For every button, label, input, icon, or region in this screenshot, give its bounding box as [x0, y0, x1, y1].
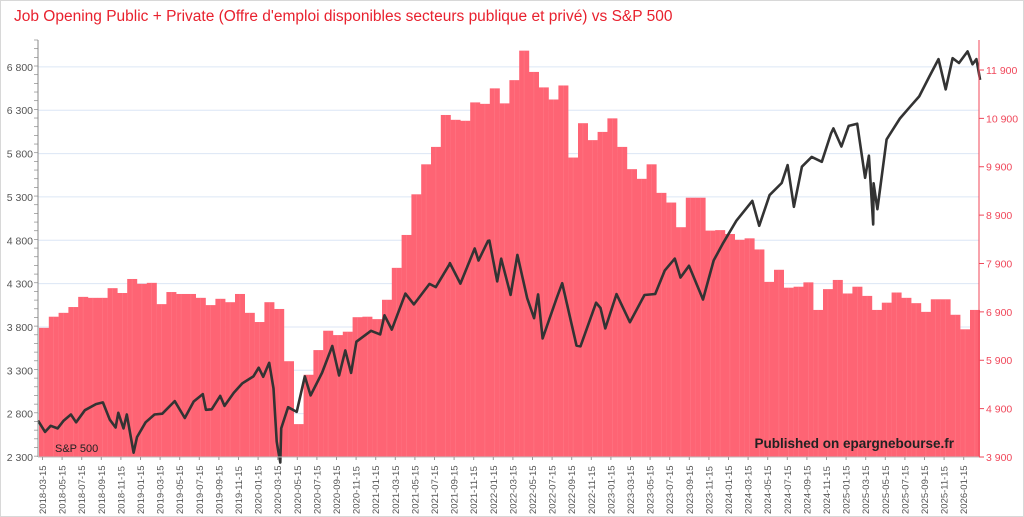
x-tick-label: 2019-01-15 — [136, 465, 147, 514]
right-tick-label: 11 900 — [986, 65, 1017, 77]
x-tick-label: 2022-09-15 — [567, 465, 578, 514]
x-tick-label: 2018-05-15 — [58, 465, 69, 514]
x-tick-label: 2020-11-15 — [352, 466, 363, 514]
x-tick-label: 2022-11-15 — [587, 466, 598, 514]
x-tick-label: 2024-05-15 — [763, 465, 774, 514]
x-tick-label: 2021-09-15 — [450, 465, 461, 514]
x-tick-label: 2024-01-15 — [724, 465, 735, 514]
right-tick-label: 6 900 — [986, 307, 1012, 319]
chart-title: Job Opening Public + Private (Offre d'em… — [14, 8, 673, 25]
right-tick-label: 7 900 — [986, 258, 1012, 270]
axes: 2 300 2 800 3 300 3 800 4 300 4 800 5 300 5 800… — [7, 39, 1018, 514]
x-tick-label: 2023-03-15 — [626, 465, 637, 514]
x-tick-label: 2018-07-15 — [77, 465, 88, 514]
x-tick-label: 2025-11-15 — [940, 466, 951, 514]
watermark: Published on epargnebourse.fr — [754, 436, 954, 451]
x-tick-label: 2025-01-15 — [842, 465, 853, 514]
x-tick-label: 2021-11-15 — [469, 466, 480, 514]
x-tick-label: 2020-07-15 — [312, 465, 323, 514]
x-tick-label: 2019-03-15 — [156, 465, 167, 514]
sp500-line — [36, 50, 982, 464]
x-tick-label: 2025-05-15 — [881, 465, 892, 514]
x-tick-label: 2020-05-15 — [293, 465, 304, 514]
x-tick-label: 2020-09-15 — [332, 465, 343, 514]
x-tick-label: 2022-03-15 — [508, 465, 519, 514]
left-tick-label: 2 800 — [7, 409, 33, 421]
x-tick-label: 2023-07-15 — [665, 465, 676, 514]
left-tick-label: 6 300 — [7, 105, 33, 117]
x-tick-label: 2019-05-15 — [175, 465, 186, 514]
right-tick-label: 4 900 — [986, 404, 1012, 416]
sp500-series-label: S&P 500 — [55, 443, 98, 455]
x-tick-label: 2026-01-15 — [959, 465, 970, 514]
x-tick-label: 2025-09-15 — [920, 465, 931, 514]
x-tick-label: 2024-03-15 — [744, 465, 755, 514]
right-tick-label: 3 900 — [986, 452, 1012, 464]
x-tick-label: 2020-03-15 — [273, 465, 284, 514]
x-tick-label: 2024-11-15 — [822, 466, 833, 514]
x-tick-label: 2019-07-15 — [195, 465, 206, 514]
x-tick-label: 2024-07-15 — [783, 465, 794, 514]
x-tick-label: 2023-09-15 — [685, 465, 696, 514]
x-tick-label: 2024-09-15 — [802, 465, 813, 514]
left-tick-label: 5 800 — [7, 149, 33, 161]
left-tick-label: 3 800 — [7, 322, 33, 334]
x-tick-label: 2020-01-15 — [254, 465, 265, 514]
left-tick-label: 5 300 — [7, 192, 33, 204]
x-tick-label: 2021-01-15 — [371, 465, 382, 514]
x-tick-label: 2023-11-15 — [704, 466, 715, 514]
x-tick-label: 2025-07-15 — [900, 465, 911, 514]
left-tick-label: 6 800 — [7, 62, 33, 74]
job-openings-bars — [39, 50, 980, 458]
left-tick-label: 2 300 — [7, 452, 33, 464]
x-tick-label: 2025-03-15 — [861, 465, 872, 514]
x-tick-label: 2023-05-15 — [646, 465, 657, 514]
x-tick-label: 2023-01-15 — [606, 465, 617, 514]
right-tick-label: 10 900 — [986, 113, 1018, 125]
left-tick-label: 3 300 — [7, 365, 33, 377]
right-tick-label: 5 900 — [986, 355, 1012, 367]
x-tick-label: 2018-03-15 — [38, 465, 49, 514]
x-tick-label: 2019-09-15 — [214, 465, 225, 514]
x-tick-label: 2021-05-15 — [410, 465, 421, 514]
right-tick-label: 8 900 — [986, 210, 1012, 222]
x-tick-label: 2021-07-15 — [430, 465, 441, 514]
right-tick-label: 9 900 — [986, 162, 1012, 174]
left-tick-label: 4 800 — [7, 235, 33, 247]
x-tick-label: 2018-09-15 — [97, 465, 108, 514]
x-tick-label: 2022-05-15 — [528, 465, 539, 514]
x-tick-label: 2021-03-15 — [391, 465, 402, 514]
x-tick-label: 2018-11-15 — [116, 466, 127, 514]
x-tick-label: 2019-11-15 — [234, 466, 245, 514]
x-tick-label: 2022-01-15 — [489, 465, 500, 514]
x-tick-label: 2022-07-15 — [548, 465, 559, 514]
left-tick-label: 4 300 — [7, 279, 33, 291]
